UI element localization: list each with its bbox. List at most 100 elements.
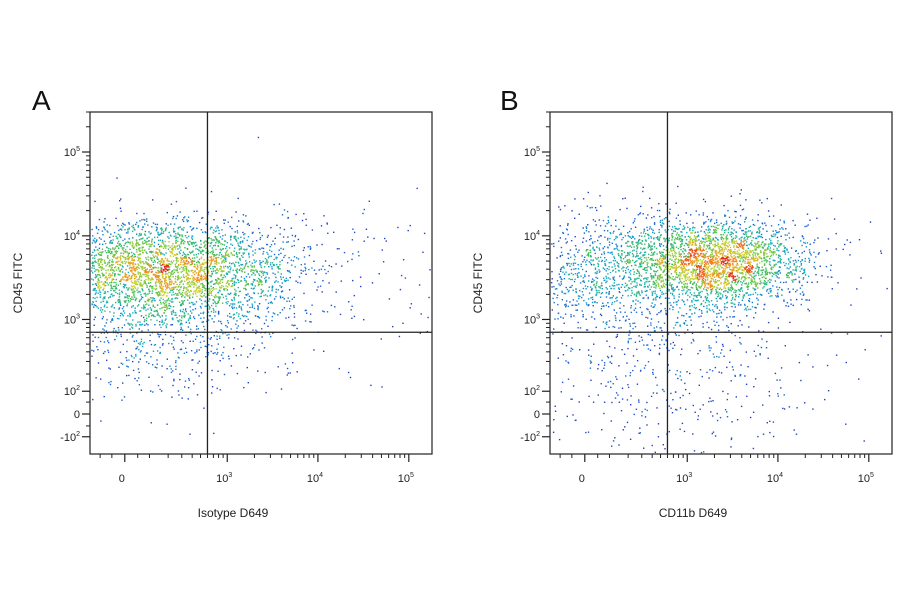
data-point — [678, 266, 680, 268]
data-point — [137, 281, 140, 283]
data-point — [582, 316, 584, 318]
data-point — [167, 305, 170, 307]
data-point — [158, 249, 160, 251]
data-point — [385, 240, 387, 242]
data-point — [187, 398, 189, 400]
data-point — [154, 288, 157, 291]
data-point — [136, 283, 138, 286]
data-point — [107, 231, 109, 233]
data-point — [287, 297, 289, 299]
data-point — [126, 250, 128, 253]
data-point — [122, 239, 124, 242]
data-point — [783, 394, 785, 396]
data-point — [156, 252, 159, 254]
data-point — [637, 240, 640, 243]
data-point — [216, 269, 218, 271]
data-point — [142, 251, 144, 254]
data-point — [213, 311, 215, 313]
data-point — [769, 255, 772, 258]
data-point — [113, 307, 115, 309]
data-point — [194, 263, 196, 266]
data-point — [650, 395, 653, 398]
data-point — [118, 308, 120, 310]
data-point — [124, 273, 127, 275]
data-point — [182, 303, 184, 305]
data-point — [647, 277, 649, 279]
data-point — [150, 343, 153, 346]
data-point — [197, 279, 199, 281]
data-point — [185, 310, 187, 313]
data-point — [279, 264, 281, 266]
data-point — [284, 254, 286, 257]
data-point — [669, 282, 671, 284]
data-point — [739, 260, 741, 263]
data-point — [267, 234, 269, 237]
data-point — [165, 270, 167, 273]
data-point — [674, 324, 677, 326]
data-point — [138, 384, 141, 386]
data-point — [131, 336, 134, 338]
data-point — [194, 283, 196, 285]
data-point — [173, 339, 175, 342]
data-point — [171, 287, 173, 289]
data-point — [303, 247, 305, 249]
data-point — [223, 346, 225, 348]
data-point — [190, 282, 192, 284]
data-point — [96, 281, 99, 283]
data-point — [711, 258, 714, 260]
data-point — [729, 349, 731, 352]
data-point — [291, 264, 293, 266]
data-point — [186, 253, 189, 256]
data-point — [199, 264, 201, 266]
data-point — [106, 230, 108, 232]
data-point — [167, 284, 169, 287]
data-point — [140, 234, 142, 236]
data-point — [685, 388, 687, 391]
data-point — [697, 294, 699, 296]
data-point — [693, 340, 695, 342]
data-point — [207, 319, 210, 321]
data-point — [172, 283, 175, 285]
data-point — [719, 264, 721, 266]
data-point — [227, 271, 230, 273]
data-point — [817, 253, 820, 255]
data-point — [597, 265, 599, 268]
data-point — [95, 261, 97, 263]
data-point — [163, 294, 165, 296]
data-point — [110, 380, 112, 383]
data-point — [682, 248, 685, 250]
data-point — [260, 265, 262, 267]
data-point — [143, 293, 145, 295]
y-tick-label: 0 — [74, 409, 80, 421]
data-point — [165, 279, 167, 282]
data-point — [160, 326, 162, 329]
data-point — [178, 226, 180, 228]
data-point — [593, 279, 595, 282]
data-point — [235, 251, 238, 254]
data-point — [240, 246, 242, 248]
data-point — [270, 226, 272, 229]
data-point — [646, 290, 648, 292]
data-point — [725, 255, 728, 257]
data-point — [106, 263, 109, 266]
data-point — [133, 227, 135, 229]
data-point — [580, 265, 582, 268]
data-point — [229, 316, 231, 318]
data-point — [183, 312, 185, 314]
data-point — [267, 257, 270, 259]
data-point — [880, 250, 882, 252]
data-point — [245, 284, 247, 287]
data-point — [258, 317, 261, 319]
data-point — [254, 261, 256, 264]
y-tick-label: 103 — [64, 313, 80, 326]
data-point — [119, 256, 121, 258]
data-point — [129, 328, 131, 330]
data-point — [724, 260, 726, 262]
data-point — [777, 231, 779, 234]
data-point — [130, 288, 132, 290]
data-point — [209, 307, 211, 309]
data-point — [221, 302, 224, 304]
data-point — [769, 431, 771, 434]
data-point — [626, 362, 628, 364]
data-point — [116, 237, 119, 240]
